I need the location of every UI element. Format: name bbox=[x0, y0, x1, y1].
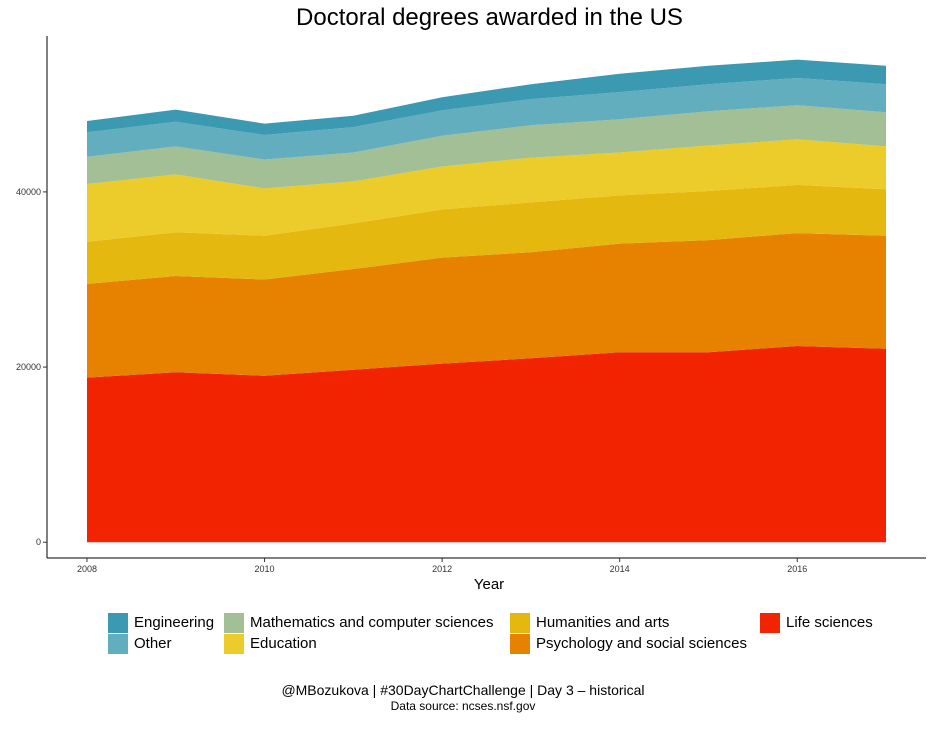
legend-label-psychology: Psychology and social sciences bbox=[536, 635, 747, 652]
x-axis-title: Year bbox=[474, 576, 504, 593]
area-education bbox=[87, 139, 886, 242]
caption-source: Data source: ncses.nsf.gov bbox=[390, 699, 536, 713]
legend-label-other: Other bbox=[134, 635, 172, 652]
legend-item-mathematics: Mathematics and computer sciences bbox=[224, 612, 493, 633]
caption-credit: @MBozukova | #30DayChartChallenge | Day … bbox=[281, 682, 645, 698]
area-engineering bbox=[87, 59, 886, 135]
legend-swatch-life-sciences bbox=[760, 612, 780, 633]
y-tick-label: 20000 bbox=[16, 362, 41, 372]
legend-item-psychology: Psychology and social sciences bbox=[510, 633, 747, 654]
x-tick-label: 2014 bbox=[610, 564, 630, 574]
legend-item-education: Education bbox=[224, 633, 317, 654]
x-tick-label: 2010 bbox=[255, 564, 275, 574]
x-tick-label: 2008 bbox=[77, 564, 97, 574]
x-axis-ticks: 2008 2010 2012 2014 2016 bbox=[77, 558, 807, 574]
y-axis-ticks: 0 20000 40000 bbox=[16, 187, 47, 547]
x-tick-label: 2016 bbox=[787, 564, 807, 574]
area-life-sciences bbox=[87, 346, 886, 543]
legend: Engineering Other Mathematics and comput… bbox=[108, 612, 908, 656]
legend-item-other: Other bbox=[108, 633, 172, 654]
legend-label-education: Education bbox=[250, 635, 317, 652]
legend-label-mathematics: Mathematics and computer sciences bbox=[250, 614, 494, 631]
legend-item-life-sciences: Life sciences bbox=[760, 612, 873, 633]
area-psychology-and-social-sciences bbox=[87, 233, 886, 378]
area-layers bbox=[87, 59, 886, 543]
legend-swatch-engineering bbox=[108, 612, 128, 633]
area-humanities-and-arts bbox=[87, 184, 886, 284]
area-mathematics-and-computer-sciences bbox=[87, 105, 886, 189]
legend-label-humanities: Humanities and arts bbox=[536, 614, 670, 631]
y-tick-label: 40000 bbox=[16, 187, 41, 197]
legend-swatch-mathematics bbox=[224, 612, 244, 633]
x-tick-label: 2012 bbox=[432, 564, 452, 574]
legend-swatch-psychology bbox=[510, 633, 530, 654]
legend-swatch-education bbox=[224, 633, 244, 654]
legend-item-engineering: Engineering bbox=[108, 612, 214, 633]
y-tick-label: 0 bbox=[36, 537, 41, 547]
legend-swatch-humanities bbox=[510, 612, 530, 633]
area-other bbox=[87, 78, 886, 160]
stacked-area-chart: 0 20000 40000 2008 2010 2012 2014 2016 Year bbox=[16, 36, 926, 593]
legend-label-life-sciences: Life sciences bbox=[786, 614, 873, 631]
chart-title: Doctoral degrees awarded in the US bbox=[296, 4, 683, 31]
legend-swatch-other bbox=[108, 633, 128, 654]
legend-label-engineering: Engineering bbox=[134, 614, 215, 631]
legend-item-humanities: Humanities and arts bbox=[510, 612, 669, 633]
